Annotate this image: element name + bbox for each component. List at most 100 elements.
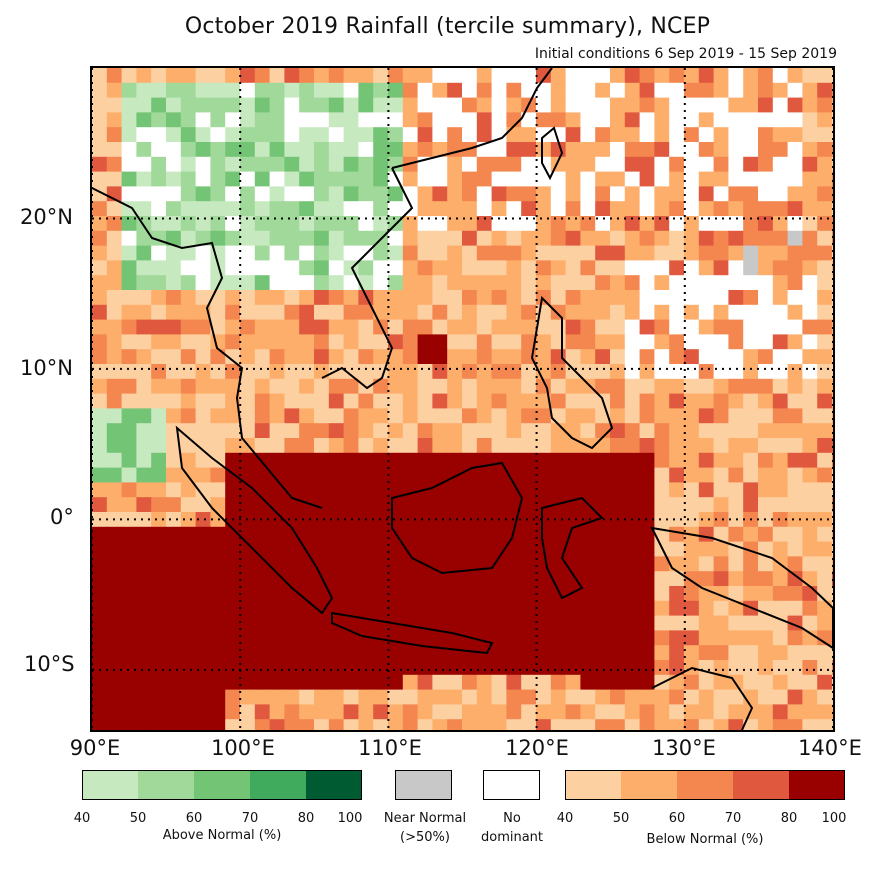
- grid-cell: [432, 674, 448, 691]
- grid-cell: [521, 615, 537, 631]
- grid-cell: [565, 171, 581, 187]
- grid-cell: [802, 615, 818, 631]
- grid-cell: [506, 304, 522, 321]
- grid-cell: [269, 586, 285, 602]
- legend-above-tick: 50: [129, 811, 147, 826]
- grid-cell: [536, 68, 552, 84]
- grid-cell: [669, 660, 685, 676]
- grid-cell: [343, 660, 359, 676]
- grid-cell: [639, 423, 655, 439]
- grid-cell: [506, 186, 522, 202]
- grid-cell: [772, 171, 789, 187]
- grid-cell: [402, 156, 419, 173]
- grid-cell: [654, 171, 670, 187]
- grid-cell: [106, 349, 123, 365]
- grid-cell: [447, 526, 463, 543]
- grid-cell: [432, 334, 448, 350]
- grid-cell: [832, 127, 833, 143]
- grid-cell: [669, 142, 685, 158]
- grid-cell: [269, 645, 285, 661]
- grid-cell: [373, 275, 389, 291]
- grid-cell: [713, 482, 729, 498]
- grid-cell: [388, 482, 404, 498]
- grid-cell: [225, 660, 241, 676]
- lon-label-110e: 110°E: [358, 736, 422, 760]
- grid-cell: [388, 674, 404, 691]
- grid-cell: [610, 660, 626, 676]
- grid-cell: [314, 349, 330, 365]
- grid-cell: [299, 334, 315, 350]
- grid-cell: [151, 127, 167, 143]
- grid-cell: [654, 423, 670, 439]
- grid-cell: [269, 704, 285, 720]
- grid-cell: [758, 290, 774, 306]
- grid-cell: [121, 600, 137, 617]
- grid-cell: [284, 364, 300, 380]
- grid-cell: [314, 452, 330, 469]
- grid-cell: [698, 290, 715, 306]
- grid-cell: [106, 142, 123, 158]
- grid-cell: [610, 349, 626, 365]
- grid-cell: [299, 349, 315, 365]
- grid-cell: [269, 689, 285, 705]
- grid-cell: [417, 201, 433, 217]
- grid-cell: [550, 378, 567, 395]
- grid-cell: [639, 319, 655, 335]
- grid-cell: [92, 275, 108, 291]
- grid-cell: [462, 216, 478, 232]
- grid-cell: [136, 674, 152, 691]
- grid-cell: [624, 497, 641, 513]
- grid-cell: [151, 290, 167, 306]
- grid-cell: [314, 142, 330, 158]
- grid-cell: [180, 423, 197, 439]
- grid-cell: [698, 201, 715, 217]
- grid-cell: [491, 689, 507, 705]
- grid-cell: [728, 586, 744, 602]
- grid-cell: [447, 467, 463, 483]
- grid-cell: [121, 334, 137, 350]
- grid-cell: [240, 600, 256, 617]
- legend-above-80-100: [306, 770, 362, 800]
- grid-cell: [373, 704, 389, 720]
- grid-cell: [462, 704, 478, 720]
- grid-cell: [550, 600, 567, 617]
- grid-cell: [491, 497, 507, 513]
- grid-cell: [195, 408, 211, 424]
- grid-cell: [402, 393, 419, 409]
- grid-cell: [299, 393, 315, 409]
- grid-cell: [402, 452, 419, 469]
- grid-cell: [314, 393, 330, 409]
- grid-cell: [743, 452, 759, 469]
- grid-cell: [669, 97, 685, 113]
- grid-cell: [151, 482, 167, 498]
- grid-cell: [462, 719, 478, 730]
- grid-cell: [358, 201, 374, 217]
- grid-cell: [328, 304, 345, 321]
- grid-cell: [595, 112, 611, 128]
- grid-cell: [447, 556, 463, 572]
- grid-cell: [210, 600, 226, 617]
- grid-cell: [314, 645, 330, 661]
- grid-cell: [536, 408, 552, 424]
- grid-cell: [402, 600, 419, 617]
- grid-cell: [536, 630, 552, 646]
- grid-cell: [180, 290, 197, 306]
- grid-cell: [269, 127, 285, 143]
- grid-cell: [669, 216, 685, 232]
- grid-cell: [299, 171, 315, 187]
- legend-below-border: [565, 770, 845, 800]
- grid-cell: [491, 201, 507, 217]
- grid-cell: [136, 156, 152, 173]
- grid-cell: [92, 82, 108, 99]
- grid-cell: [684, 260, 700, 276]
- grid-cell: [772, 586, 789, 602]
- grid-cell: [417, 275, 433, 291]
- grid-cell: [595, 467, 611, 483]
- grid-cell: [743, 97, 759, 113]
- grid-cell: [151, 423, 167, 439]
- grid-cell: [402, 512, 419, 528]
- grid-cell: [328, 393, 345, 409]
- grid-cell: [521, 467, 537, 483]
- grid-cell: [758, 201, 774, 217]
- grid-cell: [772, 364, 789, 380]
